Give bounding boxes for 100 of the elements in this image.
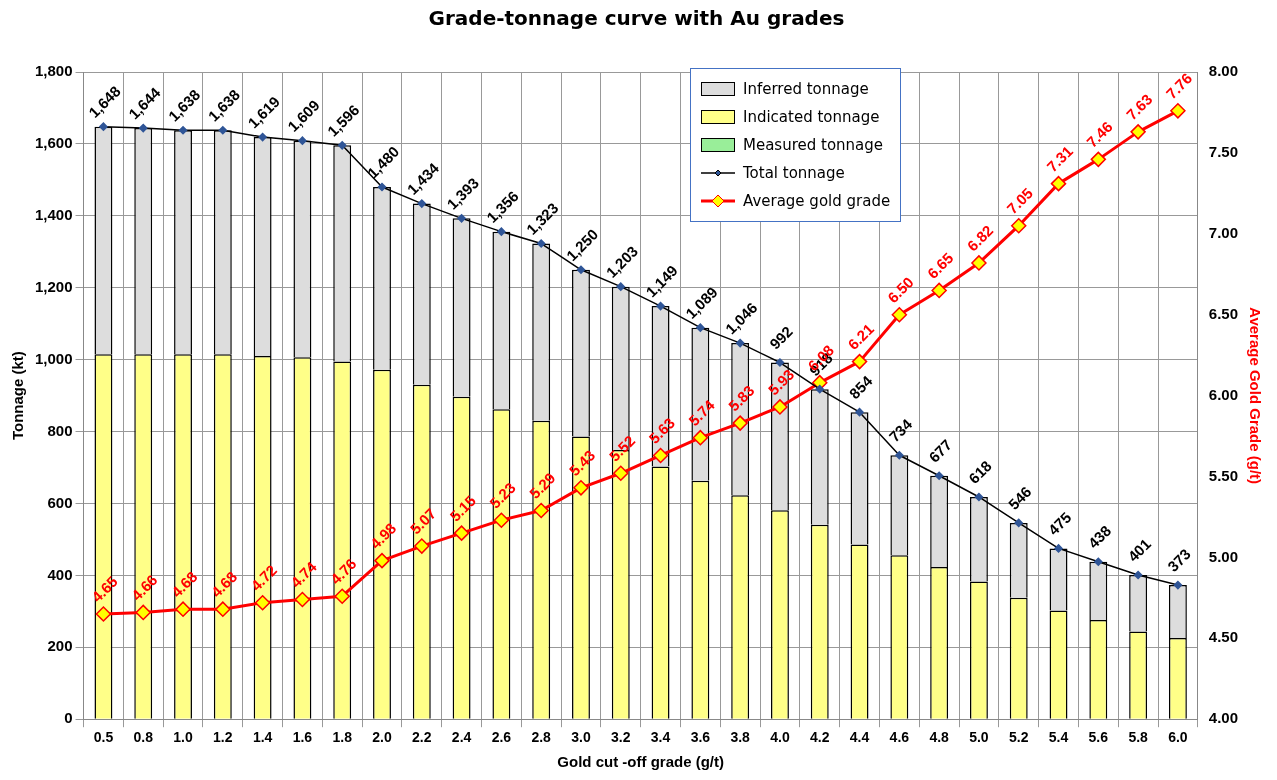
point: [652, 447, 669, 464]
data-label: 401: [1124, 535, 1155, 565]
y-tick-label: 1,200: [34, 277, 73, 295]
x-tick-label: 1.2: [213, 729, 233, 746]
point: [533, 502, 549, 519]
data-label: 4.76: [326, 554, 360, 588]
legend-label: Inferred tonnage: [743, 80, 869, 98]
point: [294, 591, 311, 608]
point: [613, 465, 629, 482]
x-tick-label: 3.6: [690, 729, 711, 746]
data-label: 854: [845, 371, 876, 403]
data-label: 5.93: [764, 365, 798, 399]
point: [1010, 217, 1027, 234]
x-tick-label: 1.6: [292, 729, 313, 746]
legend-label: Total tonnage: [743, 164, 845, 182]
x-tick-label: 5.2: [1008, 729, 1029, 746]
point: [453, 525, 470, 541]
y-tick-label: 0: [64, 709, 73, 727]
data-label: 475: [1044, 508, 1075, 539]
data-label: 5.52: [605, 431, 639, 465]
point: [1090, 151, 1107, 168]
data-label: 6.21: [844, 320, 877, 353]
point: [334, 588, 350, 604]
legend-label: Indicated tonnage: [743, 108, 880, 126]
y-tick-label: 1,600: [34, 134, 73, 152]
data-label: 6.82: [963, 221, 997, 255]
x-tick-label: 5.0: [969, 729, 989, 746]
x-tick-label: 5.6: [1088, 729, 1109, 746]
x-tick-label: 3.2: [611, 729, 631, 746]
data-label: 4.68: [207, 567, 241, 601]
x-tick-label: 2.2: [412, 729, 432, 746]
point: [414, 538, 430, 554]
chart-title: Grade-tonnage curve with Au grades: [428, 6, 845, 31]
y2-tick-label: 5.00: [1208, 547, 1239, 565]
y2-tick-label: 6.50: [1208, 304, 1239, 322]
point: [1170, 103, 1186, 119]
data-label: 4.66: [127, 571, 161, 604]
point: [772, 399, 788, 415]
point: [374, 552, 390, 569]
point: [493, 512, 510, 528]
y2-tick-label: 7.00: [1208, 223, 1239, 241]
data-label: 677: [925, 435, 956, 466]
data-label: 5.83: [724, 381, 758, 415]
x-tick-label: 1.4: [252, 729, 273, 746]
point: [215, 601, 231, 617]
x-axis-title: Gold cut -off grade (g/t): [557, 753, 724, 771]
y2-tick-label: 4.50: [1208, 628, 1239, 646]
point: [851, 353, 868, 370]
y2-tick-label: 4.00: [1208, 709, 1239, 727]
y-axis-title: Tonnage (kt): [9, 351, 27, 441]
x-tick-label: 5.4: [1048, 729, 1069, 746]
point: [254, 594, 271, 611]
data-label: 4.72: [247, 561, 280, 595]
x-tick-label: 4.8: [929, 729, 950, 746]
x-tick-label: 2.8: [531, 729, 552, 746]
data-label: 373: [1164, 545, 1194, 575]
x-tick-label: 6.0: [1168, 729, 1188, 746]
point: [692, 429, 709, 446]
data-label: 7.46: [1083, 118, 1116, 151]
data-label: 7.31: [1043, 142, 1076, 176]
y2-tick-label: 7.50: [1208, 143, 1239, 161]
x-tick-label: 1.8: [332, 729, 353, 746]
x-tick-label: 2.4: [451, 729, 472, 746]
x-tick-label: 3.0: [571, 729, 591, 746]
y-tick-label: 200: [47, 637, 73, 655]
legend-label: Measured tonnage: [743, 136, 884, 154]
data-label: 7.76: [1162, 69, 1196, 103]
y2-axis-title: Average Gold Grade (g/t): [1246, 307, 1264, 485]
point: [175, 601, 191, 617]
data-label: 438: [1084, 521, 1115, 552]
y2-tick-label: 5.50: [1208, 466, 1239, 484]
data-label: 4.68: [167, 567, 201, 601]
x-tick-label: 0.8: [133, 729, 154, 746]
x-tick-label: 4.6: [889, 729, 910, 746]
data-label: 546: [1004, 483, 1035, 513]
point: [891, 306, 908, 323]
x-tick-label: 4.0: [770, 729, 790, 746]
x-tick-label: 5.8: [1128, 729, 1149, 746]
x-tick-label: 0.5: [93, 729, 114, 746]
x-tick-label: 2.0: [372, 729, 392, 746]
data-label: 4.98: [366, 519, 400, 553]
data-label: 734: [885, 415, 916, 446]
point: [95, 606, 112, 622]
y-tick-label: 1,000: [34, 349, 73, 367]
data-label: 4.74: [287, 557, 321, 591]
x-tick-label: 4.2: [810, 729, 830, 746]
y-tick-label: 800: [47, 421, 73, 439]
point: [1050, 175, 1067, 192]
x-tick-label: 2.6: [491, 729, 512, 746]
x-tick-label: 4.4: [849, 729, 870, 746]
point: [1130, 124, 1146, 140]
x-tick-label: 3.4: [650, 729, 671, 746]
y2-tick-label: 6.00: [1208, 385, 1239, 403]
y-tick-label: 600: [47, 493, 73, 511]
legend-label: Average gold grade: [743, 192, 891, 210]
x-tick-label: 1.0: [173, 729, 193, 746]
y2-tick-label: 8.00: [1208, 62, 1239, 80]
y-tick-label: 1,800: [34, 62, 73, 80]
data-label: 5.23: [486, 478, 519, 512]
point: [931, 282, 947, 299]
